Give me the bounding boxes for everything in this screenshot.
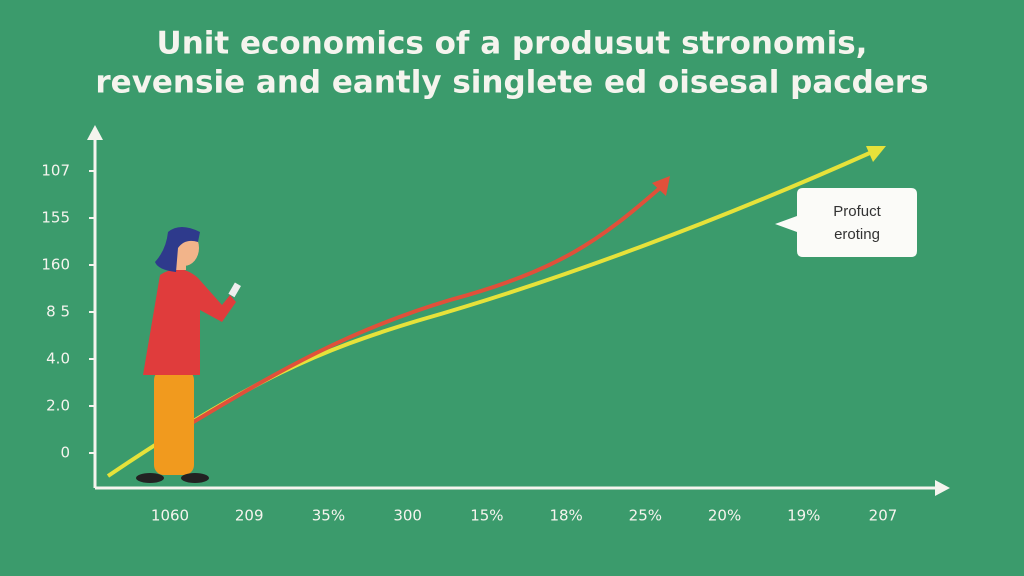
y-label: 107 [41, 162, 70, 180]
x-label: 300 [393, 507, 422, 525]
y-label: 155 [41, 209, 70, 227]
person [136, 227, 241, 483]
x-arrow [935, 480, 950, 496]
red-curve [188, 186, 662, 426]
y-label: 160 [41, 256, 70, 274]
shoe [181, 473, 209, 483]
phone [228, 282, 241, 298]
y-arrow [87, 125, 103, 140]
x-label: 207 [869, 507, 898, 525]
y-labels: 107 155 160 8 5 4.0 2.0 0 [41, 162, 95, 462]
x-labels: 1060 209 35% 300 15% 18% 25% 20% 19% 207 [151, 507, 897, 525]
y-label: 0 [60, 444, 70, 462]
y-label: 2.0 [46, 397, 70, 415]
x-label: 15% [470, 507, 503, 525]
x-label: 35% [312, 507, 345, 525]
y-label: 8 5 [46, 303, 70, 321]
callout-box [775, 188, 917, 257]
callout-text: Profuct [833, 203, 881, 220]
legs [154, 370, 194, 475]
y-label: 4.0 [46, 350, 70, 368]
title-line: Unit economics of a produsut stronomis, [157, 26, 868, 62]
x-label: 1060 [151, 507, 189, 525]
x-label: 20% [708, 507, 741, 525]
yellow-arrowhead [866, 146, 886, 162]
hair [155, 227, 200, 272]
shoe [136, 473, 164, 483]
torso [143, 269, 236, 375]
x-label: 25% [629, 507, 662, 525]
x-label: 19% [787, 507, 820, 525]
x-label: 209 [235, 507, 264, 525]
callout-text: eroting [834, 226, 880, 243]
x-label: 18% [549, 507, 582, 525]
title-line: revensie and eantly singlete ed oisesal … [95, 65, 928, 101]
callout: Profuct eroting [775, 188, 917, 257]
red-arrowhead [652, 176, 670, 196]
